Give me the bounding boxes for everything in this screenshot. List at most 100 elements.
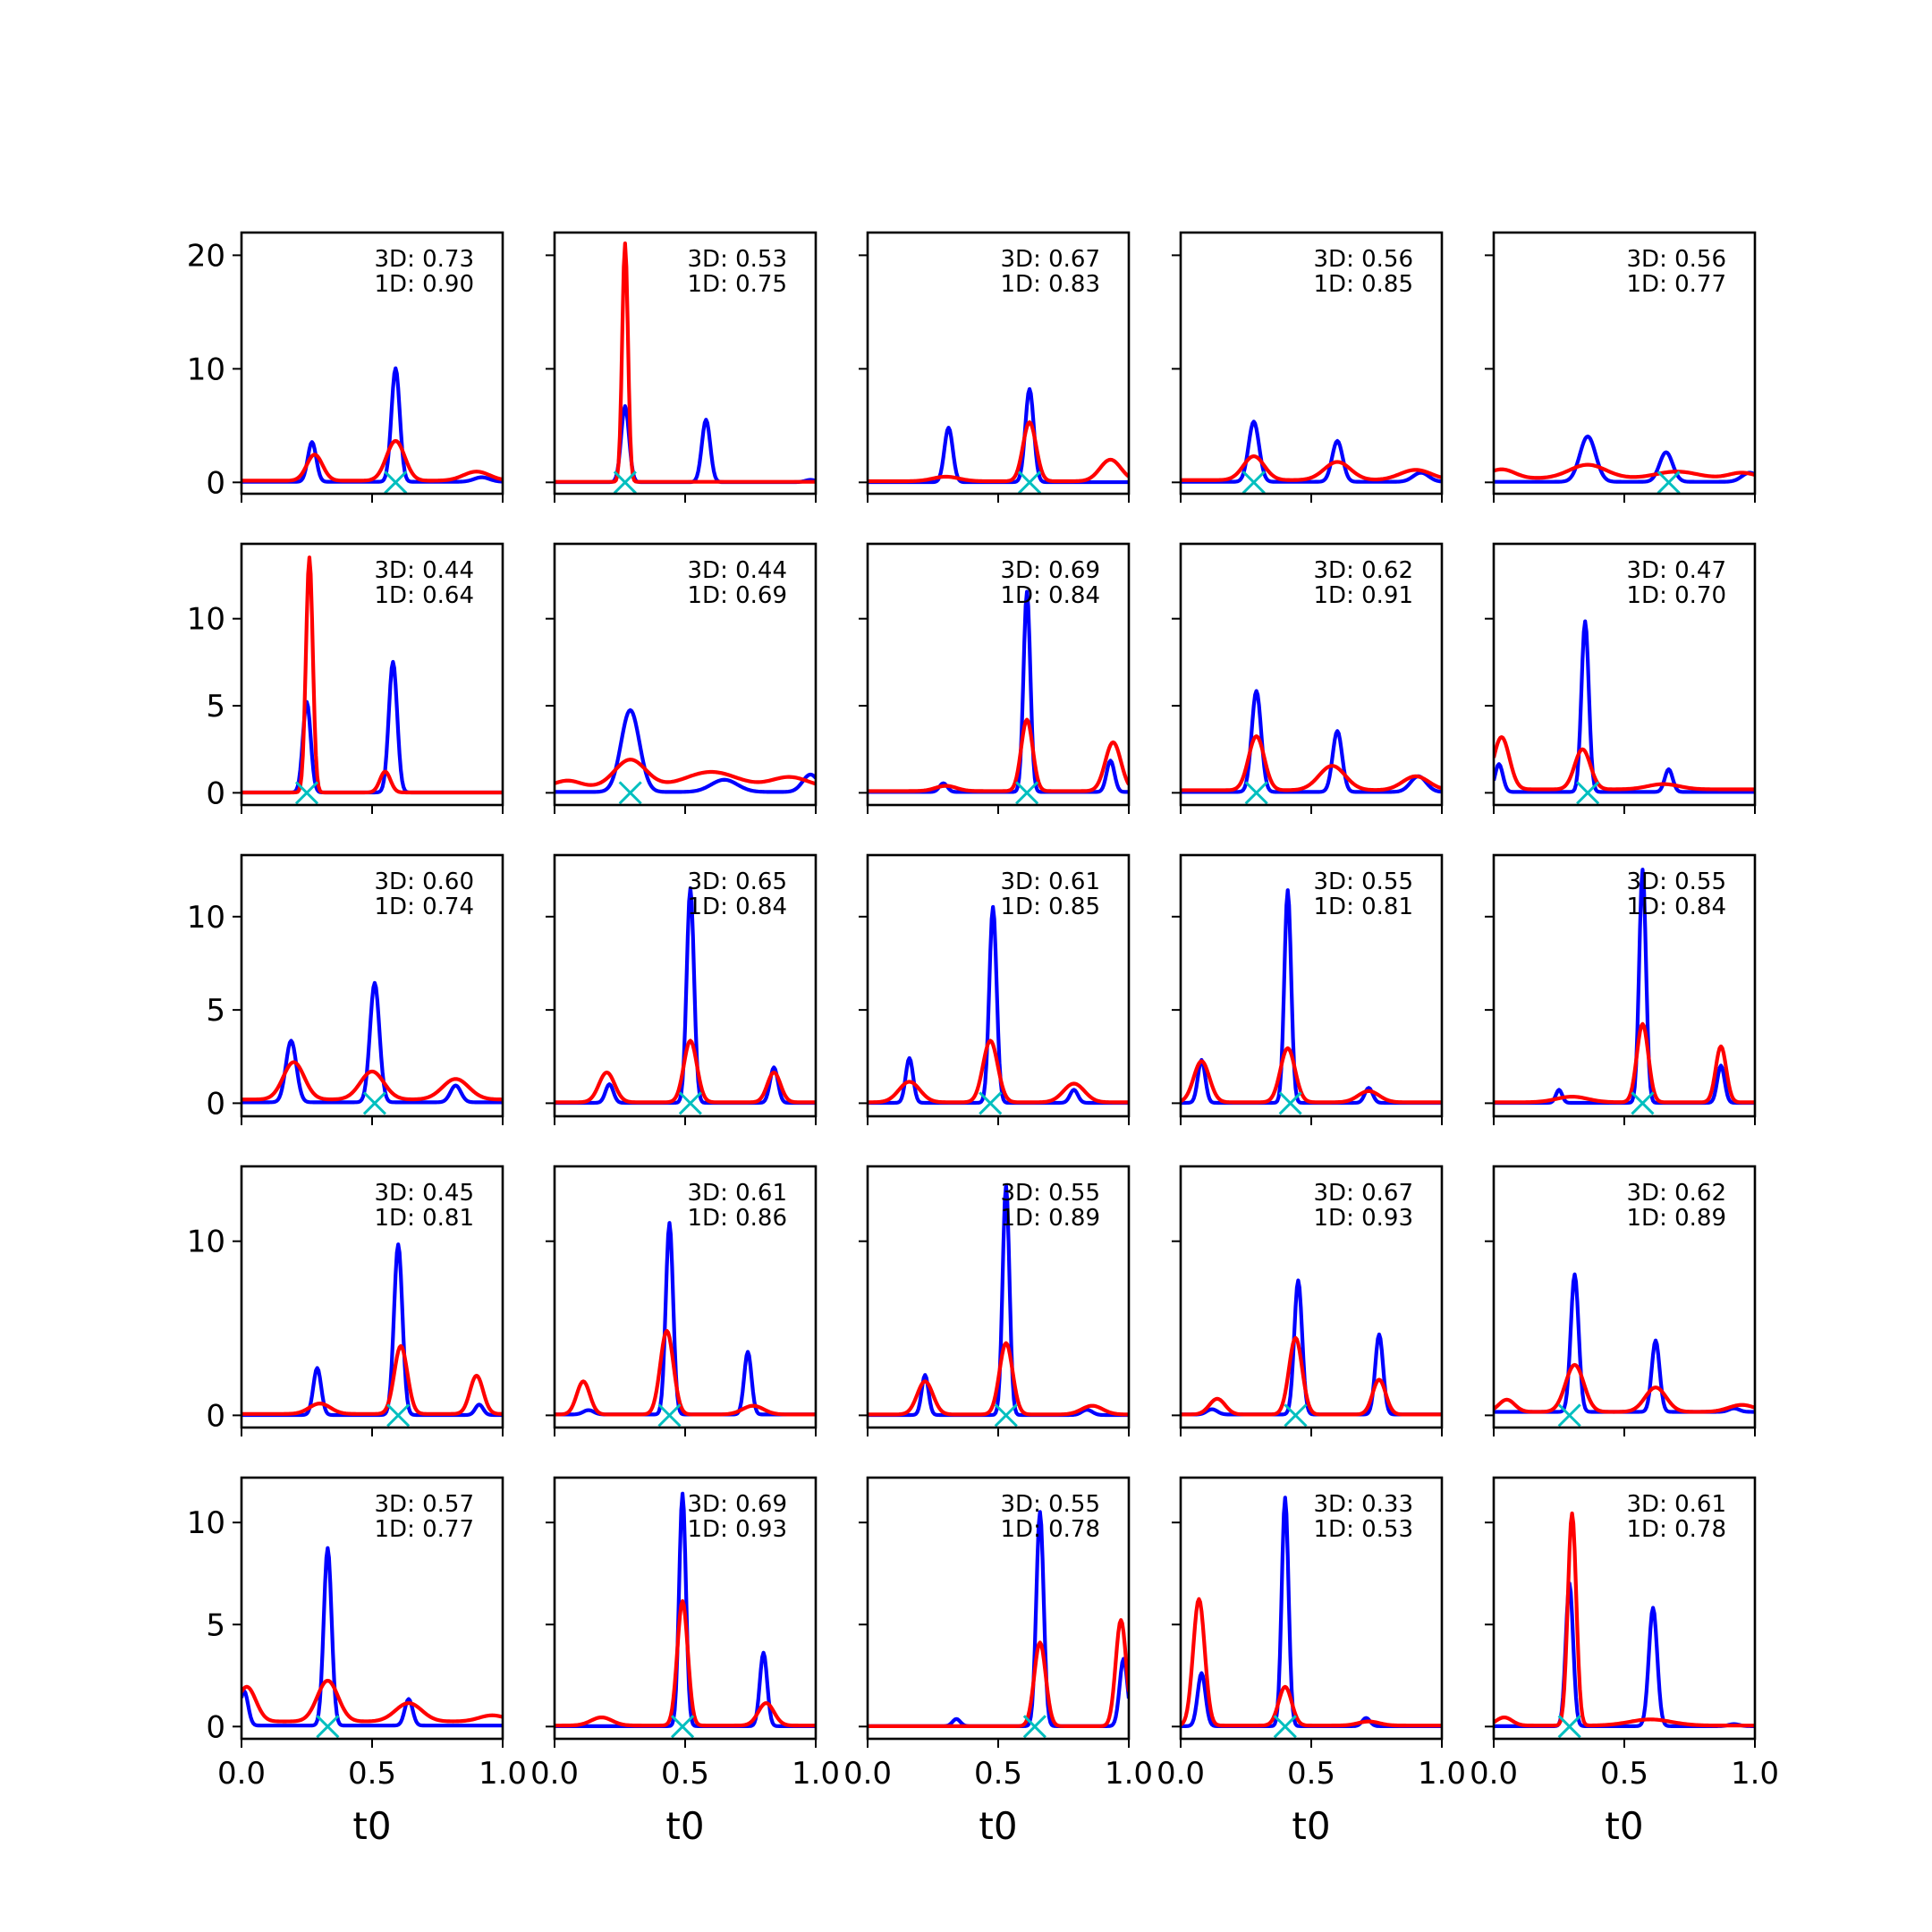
plot-area	[555, 1221, 816, 1428]
marker-x	[1022, 1715, 1046, 1739]
annotation-3d: 3D: 0.56	[1627, 246, 1726, 273]
marker-x	[1244, 781, 1268, 805]
x-axis-label: t0	[352, 1804, 391, 1848]
series-1d-line	[1494, 1511, 1755, 1728]
marker-x	[1015, 781, 1039, 805]
x-tick-label: 0.0	[1157, 1756, 1205, 1792]
annotation-1d: 1D: 0.86	[688, 1205, 787, 1232]
x-tick-label: 1.0	[479, 1756, 527, 1792]
annotation-1d: 1D: 0.84	[1001, 582, 1100, 609]
series-3d-line	[555, 886, 816, 1106]
annotation-1d: 1D: 0.93	[688, 1516, 787, 1543]
series-1d-line	[242, 1343, 503, 1416]
annotation-3d: 3D: 0.60	[375, 869, 474, 895]
marker-x	[1657, 470, 1681, 494]
marker-x	[1557, 1715, 1581, 1739]
plot-area	[1181, 419, 1442, 494]
plot-area	[1494, 434, 1755, 494]
series-1d-line	[555, 1598, 816, 1728]
marker-x	[1241, 470, 1266, 494]
annotation-1d: 1D: 0.89	[1001, 1205, 1100, 1232]
annotation-3d: 3D: 0.55	[1001, 1491, 1100, 1518]
marker-x	[979, 1091, 1003, 1115]
marker-x	[613, 470, 637, 494]
series-1d-line	[868, 1618, 1129, 1728]
x-tick-label: 0.5	[348, 1756, 396, 1792]
annotation-3d: 3D: 0.67	[1314, 1180, 1413, 1207]
series-1d-line	[555, 758, 816, 787]
y-tick-label: 0	[206, 465, 225, 501]
annotation-1d: 1D: 0.53	[1314, 1516, 1413, 1543]
plot-area	[555, 708, 816, 805]
series-1d-line	[555, 1328, 816, 1417]
y-tick-label: 20	[187, 238, 225, 274]
annotation-1d: 1D: 0.75	[688, 271, 787, 298]
marker-x	[316, 1715, 340, 1739]
series-1d-line	[242, 555, 503, 795]
marker-x	[657, 1403, 682, 1428]
plot-area	[868, 589, 1129, 805]
annotation-3d: 3D: 0.61	[1627, 1491, 1726, 1518]
plot-area	[868, 904, 1129, 1115]
x-axis-label: t0	[1292, 1804, 1330, 1848]
y-tick-label: 0	[206, 1398, 225, 1434]
series-1d-line	[242, 438, 503, 483]
marker-x	[671, 1715, 695, 1739]
marker-x	[386, 1403, 411, 1428]
series-1d-line	[868, 717, 1129, 793]
x-axis-label: t0	[979, 1804, 1017, 1848]
marker-x	[618, 781, 642, 805]
annotation-1d: 1D: 0.91	[1314, 582, 1413, 609]
annotation-1d: 1D: 0.83	[1001, 271, 1100, 298]
marker-x	[362, 1091, 386, 1115]
x-tick-label: 0.0	[530, 1756, 579, 1792]
plot-area	[1181, 1278, 1442, 1428]
series-1d-line	[868, 1038, 1129, 1105]
annotation-1d: 1D: 0.81	[1314, 894, 1413, 920]
annotation-3d: 3D: 0.44	[688, 557, 787, 584]
series-3d-line	[868, 904, 1129, 1106]
annotation-3d: 3D: 0.65	[688, 869, 787, 895]
annotation-1d: 1D: 0.85	[1001, 894, 1100, 920]
annotation-1d: 1D: 0.69	[688, 582, 787, 609]
annotation-1d: 1D: 0.84	[1627, 894, 1726, 920]
annotation-1d: 1D: 0.74	[375, 894, 474, 920]
series-3d-line	[1494, 619, 1755, 794]
series-1d-line	[1181, 454, 1442, 482]
marker-x	[994, 1403, 1018, 1428]
plot-area	[868, 1182, 1129, 1428]
plot-area	[1181, 1496, 1442, 1739]
marker-x	[1631, 1091, 1655, 1115]
annotation-1d: 1D: 0.78	[1001, 1516, 1100, 1543]
plot-area	[1181, 689, 1442, 805]
x-axis-label: t0	[1605, 1804, 1643, 1848]
annotation-3d: 3D: 0.69	[688, 1491, 787, 1518]
x-tick-label: 0.5	[974, 1756, 1022, 1792]
plot-area	[242, 1546, 503, 1739]
annotation-3d: 3D: 0.61	[1001, 869, 1100, 895]
series-1d-line	[555, 1038, 816, 1105]
annotation-1d: 1D: 0.89	[1627, 1205, 1726, 1232]
annotation-1d: 1D: 0.93	[1314, 1205, 1413, 1232]
x-tick-label: 1.0	[1731, 1756, 1779, 1792]
y-tick-label: 10	[187, 900, 225, 936]
annotation-1d: 1D: 0.84	[688, 894, 787, 920]
y-tick-label: 10	[187, 352, 225, 387]
marker-x	[1017, 470, 1042, 494]
series-1d-line	[1181, 1335, 1442, 1417]
